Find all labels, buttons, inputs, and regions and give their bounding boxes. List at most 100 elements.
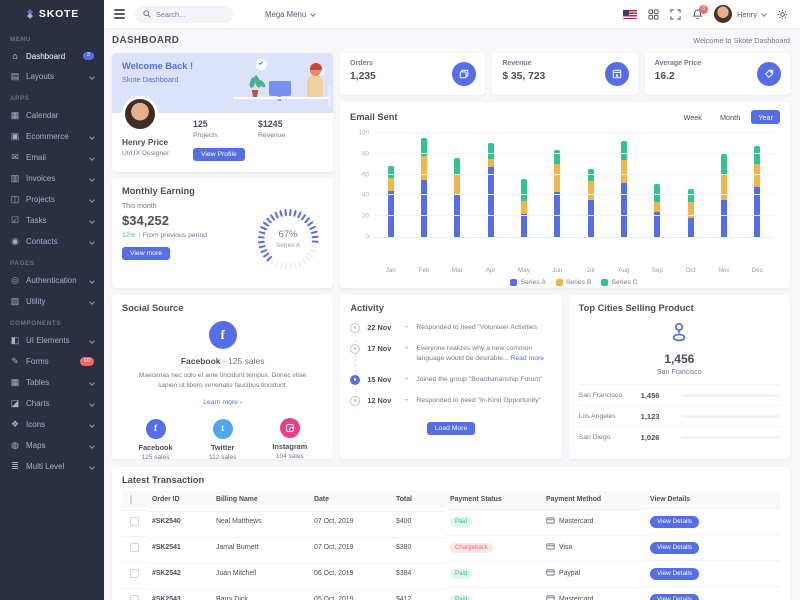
view-details-button[interactable]: View Details (650, 593, 700, 600)
range-button-year[interactable]: Year (751, 110, 780, 124)
bar-segment-series-c[interactable] (620, 141, 627, 161)
row-checkbox[interactable] (130, 543, 139, 552)
sidebar-item-authentication[interactable]: ◎ Authentication (0, 270, 104, 291)
language-flag-icon[interactable] (622, 9, 637, 19)
search-input[interactable] (156, 9, 225, 19)
sidebar-item-projects[interactable]: ◫ Projects (0, 189, 104, 210)
bar-segment-series-b[interactable] (754, 164, 761, 188)
sidebar-item-invoices[interactable]: ▥ Invoices (0, 168, 104, 189)
bar-segment-series-c[interactable] (754, 145, 761, 165)
stats-row: Orders 1,235 Revenue $ 35, 723 Average Price… (340, 53, 790, 95)
breadcrumb: Welcome to Skote Dashboard (693, 36, 790, 45)
row-checkbox[interactable] (130, 595, 139, 600)
learn-more-link[interactable]: Learn more › (203, 398, 243, 406)
row-checkbox[interactable] (130, 517, 139, 526)
sidebar-item-icons[interactable]: ❖ Icons (0, 414, 104, 435)
sidebar-item-badge: 10 (79, 357, 94, 366)
stat-label: Revenue (502, 60, 532, 67)
view-details-button[interactable]: View Details (650, 515, 700, 528)
monthly-earning-title: Monthly Earning (122, 186, 195, 196)
bar-segment-series-a[interactable] (487, 167, 494, 237)
bar-group-feb (407, 134, 440, 237)
sidebar-item-multi-level[interactable]: ≣ Multi Level (0, 456, 104, 477)
bar-segment-series-b[interactable] (387, 177, 394, 192)
bar-segment-series-a[interactable] (754, 187, 761, 237)
bar-segment-series-c[interactable] (454, 157, 461, 174)
view-details-button[interactable]: View Details (650, 541, 700, 554)
sidebar-item-layouts[interactable]: ▤ Layouts (0, 66, 104, 87)
bar-segment-series-b[interactable] (654, 201, 661, 213)
bar-segment-series-a[interactable] (387, 191, 394, 237)
bar-segment-series-c[interactable] (487, 143, 494, 160)
bar-segment-series-a[interactable] (654, 212, 661, 237)
bar-segment-series-a[interactable] (520, 214, 527, 237)
sidebar-item-contacts[interactable]: ◉ Contacts (0, 231, 104, 252)
social-item-twitter[interactable]: t Twitter 112 sales (189, 418, 256, 459)
bar-segment-series-b[interactable] (687, 201, 694, 219)
fullscreen-icon[interactable] (670, 8, 681, 20)
chevron-down-icon (761, 11, 767, 17)
search-box[interactable] (135, 5, 233, 23)
bar-segment-series-b[interactable] (554, 164, 561, 193)
sidebar-item-calendar[interactable]: ▦ Calendar (0, 105, 104, 126)
view-more-button[interactable]: View more (122, 247, 170, 260)
payment-method: Mastercard (559, 596, 594, 600)
bar-segment-series-b[interactable] (454, 173, 461, 195)
bar-segment-series-c[interactable] (387, 166, 394, 178)
bar-segment-series-b[interactable] (620, 160, 627, 183)
social-item-instagram[interactable]: Instagram 104 sales (256, 417, 323, 459)
bar-segment-series-a[interactable] (587, 199, 594, 237)
mega-menu-button[interactable]: Mega Menu (265, 10, 317, 19)
bar-segment-series-b[interactable] (520, 200, 527, 215)
bar-segment-series-c[interactable] (554, 149, 561, 165)
sidebar-item-charts[interactable]: ◪ Charts (0, 393, 104, 414)
sidebar-item-maps[interactable]: ◍ Maps (0, 435, 104, 456)
bar-segment-series-b[interactable] (587, 180, 594, 200)
bar-segment-series-b[interactable] (420, 155, 427, 180)
bar-segment-series-c[interactable] (654, 183, 661, 202)
bar-segment-series-a[interactable] (420, 179, 427, 237)
sidebar-item-tasks[interactable]: ☑ Tasks (0, 210, 104, 231)
bar-segment-series-b[interactable] (487, 159, 494, 168)
sidebar-item-dashboard[interactable]: ⌂ Dashboard 3 (0, 46, 104, 66)
range-button-week[interactable]: Week (676, 110, 709, 124)
bar-segment-series-a[interactable] (720, 199, 727, 237)
sidebar-item-tables[interactable]: ▦ Tables (0, 372, 104, 393)
sidebar: SKOTE MENU ⌂ Dashboard 3 ▤ Layouts APPS ▦ Calend… (0, 0, 104, 600)
sidebar-item-ui-elements[interactable]: ◧ UI Elements (0, 330, 104, 351)
range-button-month[interactable]: Month (713, 110, 747, 124)
settings-gear-icon[interactable] (777, 9, 788, 20)
bar-segment-series-b[interactable] (720, 174, 727, 200)
notifications-button[interactable]: 3 (692, 4, 708, 20)
sidebar-item-utility[interactable]: ▧ Utility (0, 291, 104, 312)
order-id: #SK2543 (148, 588, 212, 600)
column-header-order-id: Order ID (152, 496, 180, 503)
sidebar-item-label: Charts (26, 399, 50, 408)
bar-segment-series-c[interactable] (687, 189, 694, 202)
user-menu[interactable]: Henry (713, 5, 767, 23)
bar-segment-series-a[interactable] (554, 192, 561, 237)
app-logo[interactable]: SKOTE (0, 0, 104, 28)
order-total: $384 (392, 562, 446, 584)
menu-toggle-icon[interactable] (114, 9, 125, 19)
top-city-value: 1,456 (664, 352, 695, 366)
sidebar-item-forms[interactable]: ✎ Forms 10 (0, 351, 104, 372)
view-details-button[interactable]: View Details (650, 567, 700, 580)
select-all-checkbox[interactable] (130, 495, 132, 504)
apps-grid-icon[interactable] (648, 8, 659, 20)
bar-segment-series-c[interactable] (420, 138, 427, 156)
sidebar-item-email[interactable]: ✉ Email (0, 147, 104, 168)
bar-stack (420, 138, 427, 237)
load-more-button[interactable]: Load More (426, 421, 476, 435)
bar-segment-series-a[interactable] (687, 218, 694, 237)
order-date: 07 Oct, 2019 (310, 510, 392, 532)
bar-segment-series-a[interactable] (620, 182, 627, 237)
bar-segment-series-c[interactable] (720, 153, 727, 175)
view-profile-button[interactable]: View Profile (193, 148, 245, 161)
bar-segment-series-c[interactable] (520, 178, 527, 201)
bar-segment-series-c[interactable] (587, 169, 594, 181)
social-item-facebook[interactable]: f Facebook 125 sales (122, 418, 189, 459)
read-more-link[interactable]: Read more (510, 354, 545, 362)
sidebar-item-ecommerce[interactable]: ▣ Ecommerce (0, 126, 104, 147)
row-checkbox[interactable] (130, 569, 139, 578)
